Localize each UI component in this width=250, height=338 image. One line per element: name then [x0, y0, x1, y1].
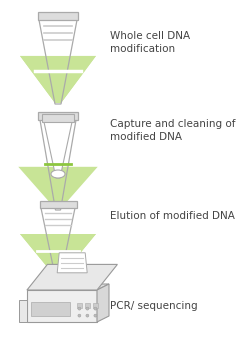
Bar: [27, 290, 97, 322]
Bar: [31, 301, 70, 316]
Polygon shape: [20, 234, 96, 277]
Polygon shape: [20, 234, 96, 277]
Polygon shape: [41, 208, 75, 278]
Polygon shape: [19, 300, 27, 322]
Polygon shape: [39, 20, 77, 104]
Ellipse shape: [51, 170, 65, 178]
Bar: [38, 12, 78, 20]
Bar: [40, 201, 76, 208]
Polygon shape: [44, 122, 72, 178]
Polygon shape: [97, 284, 109, 322]
Text: PCR/ sequencing: PCR/ sequencing: [110, 301, 198, 311]
Bar: [86, 303, 90, 308]
Text: Capture and cleaning of
modified DNA: Capture and cleaning of modified DNA: [110, 119, 236, 142]
Circle shape: [94, 314, 97, 317]
Circle shape: [78, 307, 81, 310]
Circle shape: [86, 314, 89, 317]
Circle shape: [86, 307, 89, 310]
Polygon shape: [57, 253, 87, 273]
Bar: [78, 303, 82, 308]
Bar: [42, 114, 74, 122]
Bar: [38, 112, 78, 120]
Bar: [94, 303, 98, 308]
Circle shape: [94, 307, 97, 310]
Polygon shape: [20, 56, 96, 103]
Text: Elution of modified DNA: Elution of modified DNA: [110, 211, 235, 221]
Polygon shape: [27, 284, 109, 290]
Polygon shape: [40, 120, 76, 210]
Polygon shape: [27, 264, 118, 290]
Text: Whole cell DNA
modification: Whole cell DNA modification: [110, 31, 190, 54]
Circle shape: [78, 314, 81, 317]
Polygon shape: [20, 56, 96, 103]
Polygon shape: [18, 167, 98, 209]
